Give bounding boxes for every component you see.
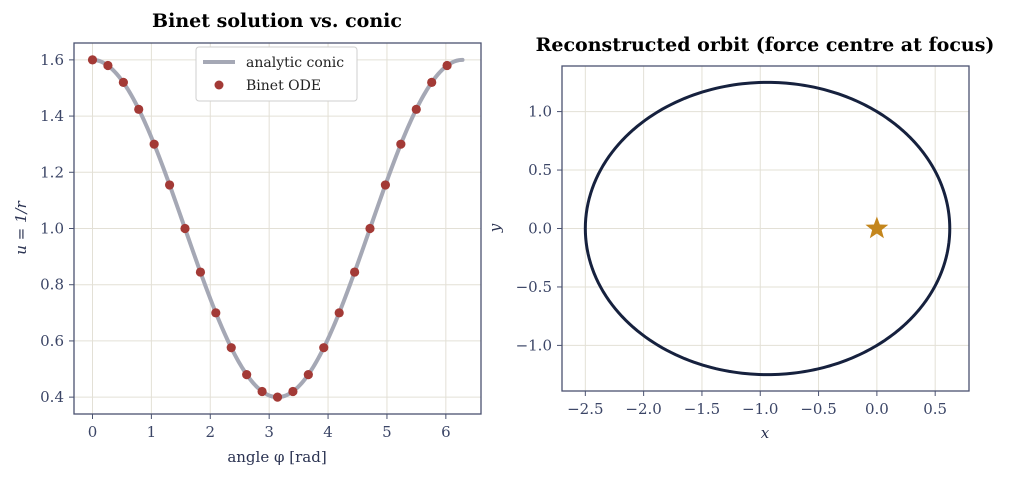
binet-ode-point	[134, 104, 144, 114]
binet-ode-point	[303, 370, 313, 380]
left-y-tick-label: 0.4	[40, 388, 64, 406]
binet-ode-point	[288, 386, 298, 397]
left-plot-area	[87, 55, 465, 402]
legend-entry-analytic-conic: analytic conic	[246, 55, 344, 71]
binet-ode-point	[257, 386, 267, 397]
binet-ode-point	[319, 343, 329, 353]
right-y-tick-label: −1.0	[516, 336, 552, 354]
left-y-axis-label: u = 1/r	[12, 200, 30, 254]
left-y-tick-label: 0.6	[40, 332, 64, 350]
binet-ode-point	[149, 139, 159, 149]
legend-entry-binet-ode: Binet ODE	[246, 78, 321, 94]
left-y-tick-label: 1.6	[40, 51, 64, 69]
binet-ode-point	[242, 370, 252, 380]
right-x-tick-label: −2.0	[625, 400, 661, 418]
left-y-tick-label: 1.4	[40, 107, 64, 125]
right-y-tick-label: 0.5	[528, 161, 552, 179]
binet-ode-point	[380, 180, 391, 190]
binet-ode-point	[226, 343, 236, 353]
binet-ode-point	[427, 77, 437, 87]
legend-box	[195, 46, 358, 102]
right-y-tick-label: 0.0	[528, 220, 552, 238]
binet-ode-point	[442, 60, 452, 71]
left-x-tick-label: 4	[323, 423, 333, 441]
right-plot-area	[583, 80, 952, 377]
binet-ode-point	[350, 267, 360, 277]
right-x-tick-label: 0.0	[865, 400, 889, 418]
binet-ode-point	[334, 308, 344, 318]
left-y-tick-label: 1.2	[40, 163, 64, 181]
right-ticks: −2.5 −2.0 −1.5 −1.0 −0.5 0.0 0.5 −1.0 −0.5 0.0 0.5…	[516, 103, 948, 418]
right-chart-title: Reconstructed orbit (force centre at foc…	[536, 34, 995, 56]
binet-ode-point	[411, 104, 421, 114]
left-x-tick-label: 5	[382, 423, 392, 441]
binet-ode-point	[272, 392, 283, 402]
right-chart: Reconstructed orbit (force centre at foc…	[486, 34, 994, 442]
right-x-tick-label: −0.5	[800, 400, 836, 418]
focus-star-icon	[865, 216, 889, 239]
binet-ode-point	[118, 77, 128, 87]
left-y-tick-label: 0.8	[40, 276, 64, 294]
binet-ode-point	[103, 60, 113, 71]
left-chart: Binet solution vs. conic 0 1 2 3 4 5 6 0.4 0.6 0.…	[12, 10, 482, 466]
right-x-tick-label: −1.5	[684, 400, 720, 418]
left-legend: analytic conic Binet ODE	[195, 46, 358, 102]
binet-ode-point	[195, 267, 206, 277]
left-chart-title: Binet solution vs. conic	[152, 10, 402, 32]
left-x-tick-label: 6	[441, 423, 451, 441]
right-x-tick-label: 0.5	[923, 400, 947, 418]
legend-marker-swatch	[214, 80, 224, 90]
right-y-axis-label: y	[486, 223, 504, 233]
left-ticks: 0 1 2 3 4 5 6 0.4 0.6 0.8 1.0 1.2 1.4 1.6	[40, 51, 450, 441]
right-gridlines	[562, 66, 969, 391]
orbit-curve	[583, 80, 952, 377]
left-x-tick-label: 1	[147, 423, 157, 441]
left-x-tick-label: 2	[206, 423, 216, 441]
binet-ode-point	[211, 308, 221, 318]
binet-ode-point	[180, 223, 190, 234]
right-y-tick-label: −0.5	[516, 278, 552, 296]
binet-ode-point	[365, 223, 375, 234]
right-x-tick-label: −2.5	[567, 400, 603, 418]
right-x-axis-label: x	[761, 424, 770, 442]
left-y-tick-label: 1.0	[40, 220, 64, 238]
binet-ode-point	[396, 139, 406, 149]
binet-ode-point	[87, 55, 98, 65]
left-x-tick-label: 0	[88, 423, 98, 441]
left-x-tick-label: 3	[264, 423, 274, 441]
binet-ode-point	[164, 180, 175, 190]
right-x-tick-label: −1.0	[742, 400, 778, 418]
right-y-tick-label: 1.0	[528, 103, 552, 121]
left-x-axis-label: angle φ [rad]	[227, 448, 326, 466]
